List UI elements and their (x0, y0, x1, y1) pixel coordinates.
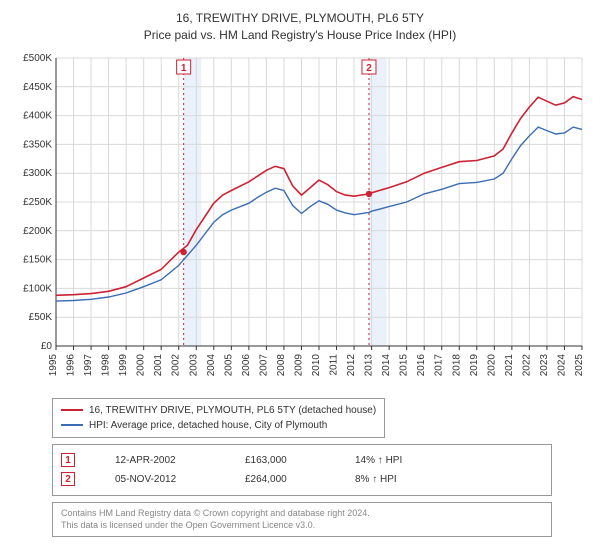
svg-text:£500K: £500K (23, 53, 52, 64)
svg-text:£150K: £150K (23, 254, 52, 265)
svg-text:1999: 1999 (118, 353, 129, 376)
legend-label-series-1: 16, TREWITHY DRIVE, PLYMOUTH, PL6 5TY (d… (89, 403, 376, 418)
svg-text:£0: £0 (41, 341, 53, 352)
svg-text:2006: 2006 (241, 353, 252, 376)
svg-text:£300K: £300K (23, 168, 52, 179)
svg-text:£250K: £250K (23, 197, 52, 208)
svg-text:1997: 1997 (83, 353, 94, 376)
svg-text:1995: 1995 (48, 353, 59, 376)
svg-text:2007: 2007 (258, 353, 269, 376)
flag-date: 12-APR-2002 (115, 451, 205, 470)
svg-text:£450K: £450K (23, 81, 52, 92)
legend-row: 16, TREWITHY DRIVE, PLYMOUTH, PL6 5TY (d… (61, 403, 376, 418)
svg-text:1996: 1996 (66, 353, 77, 376)
chart-area: £0 £50K £100K £150K £200K £250K £300K £350K £400… (12, 52, 588, 392)
svg-text:2010: 2010 (311, 353, 322, 376)
flag-price: £264,000 (245, 470, 315, 489)
legend-swatch-series-2 (61, 424, 83, 426)
svg-text:£350K: £350K (23, 139, 52, 150)
legend-box: 16, TREWITHY DRIVE, PLYMOUTH, PL6 5TY (d… (52, 398, 385, 438)
svg-text:2011: 2011 (329, 353, 340, 375)
flag-date: 05-NOV-2012 (115, 470, 205, 489)
chart-title-block: 16, TREWITHY DRIVE, PLYMOUTH, PL6 5TY Pr… (12, 10, 588, 44)
svg-text:1998: 1998 (101, 353, 112, 376)
flag-price: £163,000 (245, 451, 315, 470)
svg-text:2005: 2005 (223, 353, 234, 376)
flag-pct: 14% ↑ HPI (355, 451, 445, 470)
svg-text:2013: 2013 (364, 353, 375, 376)
svg-text:2001: 2001 (153, 353, 164, 376)
svg-text:2022: 2022 (521, 353, 532, 376)
svg-text:£200K: £200K (23, 225, 52, 236)
svg-text:2016: 2016 (416, 353, 427, 376)
svg-text:2014: 2014 (381, 353, 392, 376)
svg-text:2018: 2018 (451, 353, 462, 376)
svg-text:2003: 2003 (188, 353, 199, 376)
flag-number-icon: 2 (61, 472, 75, 486)
svg-text:2008: 2008 (276, 353, 287, 376)
svg-text:2017: 2017 (434, 353, 445, 376)
svg-text:2024: 2024 (556, 353, 567, 376)
flag-row: 1 12-APR-2002 £163,000 14% ↑ HPI (61, 451, 543, 470)
svg-text:£400K: £400K (23, 110, 52, 121)
svg-text:1: 1 (181, 63, 187, 74)
svg-text:2002: 2002 (171, 353, 182, 376)
footer-attribution: Contains HM Land Registry data © Crown c… (52, 502, 552, 537)
legend-label-series-2: HPI: Average price, detached house, City… (89, 418, 327, 433)
footer-line-1: Contains HM Land Registry data © Crown c… (61, 507, 543, 520)
svg-text:2009: 2009 (293, 353, 304, 376)
flag-number-icon: 1 (61, 453, 75, 467)
svg-text:£100K: £100K (23, 283, 52, 294)
svg-text:2023: 2023 (539, 353, 550, 376)
title-line-2: Price paid vs. HM Land Registry's House … (12, 27, 588, 44)
flag-row: 2 05-NOV-2012 £264,000 8% ↑ HPI (61, 470, 543, 489)
svg-text:2012: 2012 (346, 353, 357, 376)
svg-text:2025: 2025 (574, 353, 585, 376)
svg-text:2021: 2021 (504, 353, 515, 376)
svg-text:2019: 2019 (469, 353, 480, 376)
legend-row: HPI: Average price, detached house, City… (61, 418, 376, 433)
chart-svg: £0 £50K £100K £150K £200K £250K £300K £350K £400… (12, 52, 588, 392)
svg-text:2015: 2015 (399, 353, 410, 376)
footer-line-2: This data is licensed under the Open Gov… (61, 519, 543, 532)
title-line-1: 16, TREWITHY DRIVE, PLYMOUTH, PL6 5TY (12, 10, 588, 27)
legend-swatch-series-1 (61, 409, 83, 411)
svg-text:2004: 2004 (206, 353, 217, 376)
svg-text:2000: 2000 (136, 353, 147, 376)
svg-text:£50K: £50K (29, 312, 53, 323)
svg-text:2020: 2020 (486, 353, 497, 376)
svg-text:2: 2 (366, 63, 372, 74)
flag-pct: 8% ↑ HPI (355, 470, 445, 489)
sale-flags-box: 1 12-APR-2002 £163,000 14% ↑ HPI 2 05-NO… (52, 444, 552, 496)
